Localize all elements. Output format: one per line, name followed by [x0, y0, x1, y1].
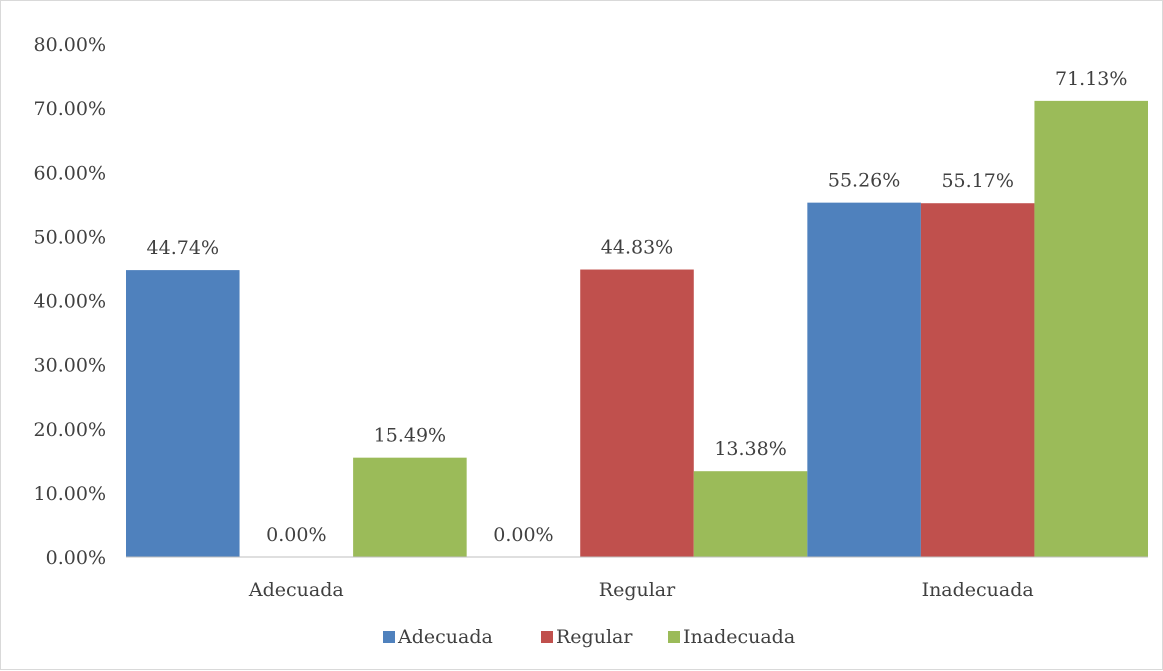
- data-label: 0.00%: [266, 524, 326, 546]
- y-tick-label: 60.00%: [34, 162, 106, 184]
- y-tick-label: 10.00%: [34, 483, 106, 505]
- data-label: 15.49%: [374, 425, 446, 447]
- data-label: 71.13%: [1055, 68, 1127, 90]
- y-tick-label: 0.00%: [46, 547, 106, 569]
- legend-label: Inadecuada: [683, 626, 795, 648]
- legend-item-adecuada: Adecuada: [383, 626, 493, 648]
- legend: Adecuada Regular Inadecuada: [383, 626, 795, 648]
- bars: [126, 100, 1148, 557]
- legend-item-inadecuada: Inadecuada: [668, 626, 795, 648]
- x-tick-label: Regular: [599, 579, 676, 601]
- y-tick-label: 70.00%: [34, 98, 106, 120]
- bar-inadecuada-adecuada: [353, 457, 467, 557]
- legend-swatch: [383, 631, 395, 643]
- data-label: 44.83%: [601, 237, 673, 259]
- category-labels: Adecuada Regular Inadecuada: [248, 579, 1034, 601]
- data-label: 0.00%: [493, 524, 553, 546]
- y-axis-ticks: 0.00% 10.00% 20.00% 30.00% 40.00% 50.00% 60.00…: [34, 34, 106, 569]
- bar-adecuada-inadecuada: [807, 202, 921, 557]
- bar-adecuada-adecuada: [126, 270, 240, 557]
- bar-inadecuada-inadecuada: [1034, 100, 1148, 557]
- legend-label: Regular: [556, 626, 633, 648]
- bar-regular-inadecuada: [920, 203, 1035, 557]
- y-tick-label: 40.00%: [34, 291, 106, 313]
- y-tick-label: 80.00%: [34, 34, 106, 56]
- y-tick-label: 30.00%: [34, 355, 106, 377]
- y-tick-label: 50.00%: [34, 226, 106, 248]
- x-tick-label: Inadecuada: [922, 579, 1034, 601]
- bar-regular-regular: [580, 269, 694, 557]
- legend-label: Adecuada: [397, 626, 493, 648]
- legend-swatch: [668, 631, 680, 643]
- data-label: 55.26%: [828, 170, 900, 192]
- legend-item-regular: Regular: [541, 626, 633, 648]
- data-label: 44.74%: [147, 237, 219, 259]
- bar-inadecuada-regular: [693, 471, 808, 557]
- legend-swatch: [541, 631, 553, 643]
- data-labels: 44.74% 0.00% 15.49% 0.00% 44.83% 13.38% 55.26%…: [147, 68, 1128, 546]
- y-tick-label: 20.00%: [34, 419, 106, 441]
- data-label: 13.38%: [714, 438, 786, 460]
- x-tick-label: Adecuada: [248, 579, 344, 601]
- data-label: 55.17%: [941, 170, 1013, 192]
